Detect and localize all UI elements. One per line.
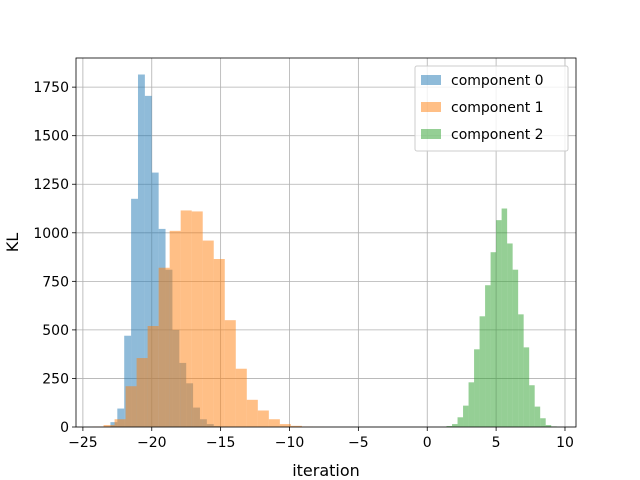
y-tick-label: 1000 (33, 226, 69, 242)
histogram-bar (103, 425, 115, 427)
y-tick-label: 0 (60, 420, 69, 436)
histogram-bar (501, 208, 508, 427)
histogram-bar (446, 426, 453, 427)
histogram-bar (279, 424, 291, 427)
histogram-bar (246, 399, 258, 427)
histogram-bar (490, 252, 497, 427)
legend-label: component 2 (451, 127, 544, 143)
x-tick-label: −20 (137, 435, 167, 451)
histogram-bar (213, 259, 225, 427)
histogram-bar (158, 267, 170, 427)
x-tick-label: 5 (492, 435, 501, 451)
histogram-bar (468, 382, 475, 427)
y-tick-label: 500 (42, 323, 69, 339)
series-1-bars (92, 210, 324, 427)
histogram-bar (529, 385, 535, 427)
legend-swatch (421, 102, 441, 112)
legend-swatch (421, 129, 441, 139)
histogram-bar (124, 335, 132, 427)
histogram-bar (479, 316, 486, 427)
y-axis-ticks: 0 250 500 750 1000 1250 1500 1750 (33, 80, 76, 436)
y-axis-label: KL (3, 233, 22, 252)
histogram-bar (180, 210, 192, 427)
x-axis-label: iteration (292, 461, 360, 480)
y-tick-label: 250 (42, 371, 69, 387)
histogram-bar (202, 240, 214, 427)
legend-swatch (421, 75, 441, 85)
histogram-bars (92, 74, 557, 427)
histogram-bar (235, 368, 247, 427)
x-tick-label: 10 (556, 435, 574, 451)
histogram-bar (151, 172, 159, 427)
histogram-bar (169, 230, 181, 427)
legend-label: component 0 (451, 73, 544, 89)
histogram-bar (144, 95, 152, 427)
y-tick-label: 1250 (33, 177, 69, 193)
histogram-bar (114, 419, 126, 427)
histogram-bar (463, 405, 469, 427)
histogram-bar (474, 349, 480, 427)
x-tick-label: −5 (348, 435, 369, 451)
histogram-bar (137, 74, 145, 427)
legend-box (414, 65, 569, 152)
histogram-bar (540, 418, 546, 427)
histogram-bar (485, 285, 491, 427)
histogram-bar (224, 320, 236, 427)
histogram-bar (290, 425, 302, 427)
y-tick-label: 1750 (33, 80, 69, 96)
histogram-bar (110, 422, 118, 427)
x-tick-label: −15 (206, 435, 236, 451)
x-axis-ticks: −25 −20 −15 −10 −5 0 5 10 (68, 427, 574, 451)
legend-label: component 1 (451, 100, 544, 116)
histogram-bar (191, 211, 203, 427)
histogram-bar (523, 347, 530, 427)
histogram-bar (457, 417, 464, 427)
legend: component 0 component 1 component 2 (414, 65, 569, 152)
histogram-bar (452, 424, 458, 427)
histogram-bar (518, 314, 524, 427)
x-tick-label: −10 (275, 435, 305, 451)
x-tick-label: −25 (68, 435, 98, 451)
histogram-bar (268, 419, 280, 427)
histogram-bar (257, 410, 269, 427)
histogram-bar (147, 326, 159, 427)
y-tick-label: 1500 (33, 129, 69, 145)
histogram-bar (125, 386, 137, 427)
plot-frame (75, 57, 577, 428)
histogram-bar (534, 406, 541, 427)
histogram-bar (545, 425, 552, 427)
histogram-bar (117, 408, 125, 427)
histogram-bar (512, 269, 519, 427)
histogram-bar (496, 220, 502, 427)
y-tick-label: 750 (42, 274, 69, 290)
x-tick-label: 0 (423, 435, 432, 451)
histogram-bar (507, 243, 513, 427)
series-2-bars (446, 208, 557, 427)
histogram-bar (131, 198, 138, 427)
histogram-bar (136, 358, 148, 427)
